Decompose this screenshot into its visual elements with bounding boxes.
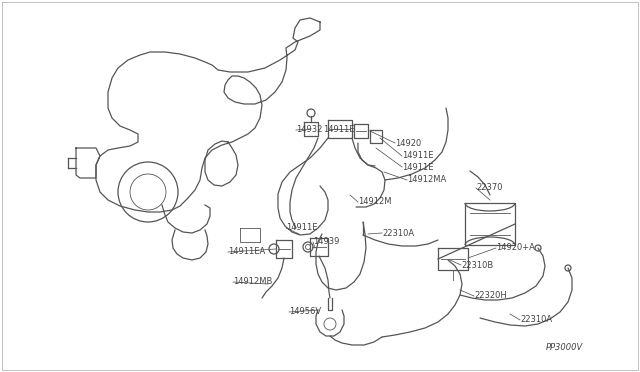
Text: 14912MB: 14912MB [233, 278, 273, 286]
Text: 22320H: 22320H [474, 292, 507, 301]
Text: 14912M: 14912M [358, 198, 392, 206]
Text: 22310A: 22310A [382, 228, 414, 237]
Text: 14911E: 14911E [286, 224, 317, 232]
Text: 14956V: 14956V [289, 308, 321, 317]
Text: 22310B: 22310B [461, 260, 493, 269]
Text: 14939: 14939 [313, 237, 339, 247]
Text: 14911E: 14911E [402, 163, 433, 171]
Text: 14911EA: 14911EA [228, 247, 265, 257]
Text: 22370: 22370 [476, 183, 502, 192]
Text: 22310A: 22310A [520, 315, 552, 324]
Text: PP3000V: PP3000V [546, 343, 583, 352]
Text: 14920+A: 14920+A [496, 244, 535, 253]
Text: 14911E: 14911E [402, 151, 433, 160]
Text: 14911E: 14911E [323, 125, 355, 135]
Text: 14912MA: 14912MA [407, 176, 446, 185]
Text: 14920: 14920 [395, 138, 421, 148]
Text: 14932: 14932 [296, 125, 323, 135]
